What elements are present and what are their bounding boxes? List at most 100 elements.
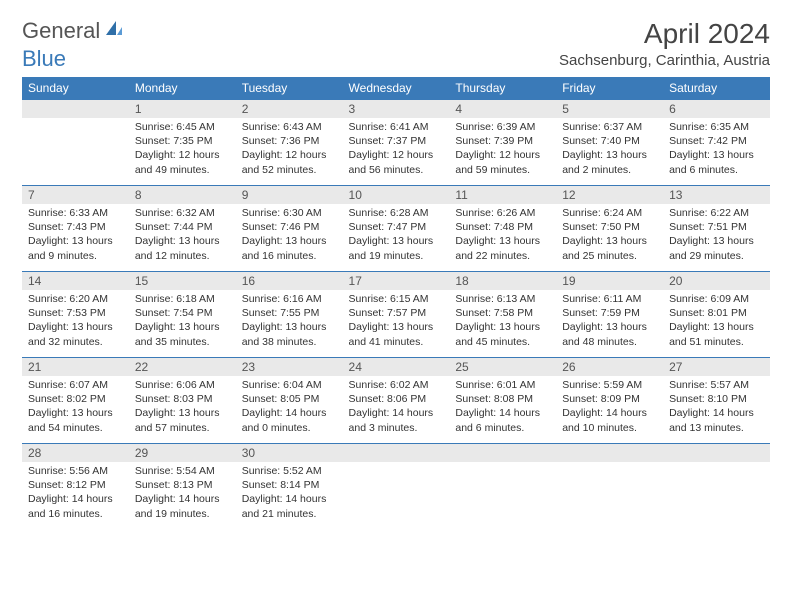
- sunset-text: Sunset: 7:59 PM: [562, 306, 657, 320]
- day-number: 6: [663, 100, 770, 118]
- sunrise-text: Sunrise: 6:35 AM: [669, 120, 764, 134]
- day-info: Sunrise: 6:04 AMSunset: 8:05 PMDaylight:…: [236, 376, 343, 439]
- logo: General: [22, 18, 126, 44]
- day-number: 29: [129, 444, 236, 462]
- sunrise-text: Sunrise: 5:56 AM: [28, 464, 123, 478]
- daylight-line1: Daylight: 12 hours: [242, 148, 337, 162]
- calendar-cell: [22, 100, 129, 186]
- day-number: 1: [129, 100, 236, 118]
- day-info: Sunrise: 5:57 AMSunset: 8:10 PMDaylight:…: [663, 376, 770, 439]
- daylight-line1: Daylight: 13 hours: [669, 320, 764, 334]
- sunset-text: Sunset: 8:06 PM: [349, 392, 444, 406]
- sunset-text: Sunset: 7:40 PM: [562, 134, 657, 148]
- day-info: Sunrise: 6:22 AMSunset: 7:51 PMDaylight:…: [663, 204, 770, 267]
- calendar-row: 7Sunrise: 6:33 AMSunset: 7:43 PMDaylight…: [22, 186, 770, 272]
- calendar-cell: 5Sunrise: 6:37 AMSunset: 7:40 PMDaylight…: [556, 100, 663, 186]
- sunrise-text: Sunrise: 6:04 AM: [242, 378, 337, 392]
- day-info: Sunrise: 6:16 AMSunset: 7:55 PMDaylight:…: [236, 290, 343, 353]
- daylight-line1: Daylight: 13 hours: [455, 320, 550, 334]
- title-block: April 2024 Sachsenburg, Carinthia, Austr…: [559, 18, 770, 69]
- day-info: Sunrise: 6:39 AMSunset: 7:39 PMDaylight:…: [449, 118, 556, 181]
- day-info: Sunrise: 6:06 AMSunset: 8:03 PMDaylight:…: [129, 376, 236, 439]
- day-number: 27: [663, 358, 770, 376]
- daylight-line2: and 10 minutes.: [562, 421, 657, 435]
- calendar-cell: 18Sunrise: 6:13 AMSunset: 7:58 PMDayligh…: [449, 272, 556, 358]
- day-info: Sunrise: 6:43 AMSunset: 7:36 PMDaylight:…: [236, 118, 343, 181]
- daylight-line1: Daylight: 13 hours: [242, 234, 337, 248]
- day-info: Sunrise: 6:35 AMSunset: 7:42 PMDaylight:…: [663, 118, 770, 181]
- sunrise-text: Sunrise: 6:06 AM: [135, 378, 230, 392]
- daylight-line2: and 25 minutes.: [562, 249, 657, 263]
- day-info: Sunrise: 6:41 AMSunset: 7:37 PMDaylight:…: [343, 118, 450, 181]
- weekday-header: Thursday: [449, 77, 556, 100]
- day-number: 17: [343, 272, 450, 290]
- sunrise-text: Sunrise: 6:24 AM: [562, 206, 657, 220]
- day-number: 21: [22, 358, 129, 376]
- sunset-text: Sunset: 8:13 PM: [135, 478, 230, 492]
- sunrise-text: Sunrise: 6:45 AM: [135, 120, 230, 134]
- sunrise-text: Sunrise: 6:41 AM: [349, 120, 444, 134]
- day-info: Sunrise: 6:37 AMSunset: 7:40 PMDaylight:…: [556, 118, 663, 181]
- day-info: Sunrise: 6:13 AMSunset: 7:58 PMDaylight:…: [449, 290, 556, 353]
- day-number: [556, 444, 663, 462]
- day-info: Sunrise: 6:33 AMSunset: 7:43 PMDaylight:…: [22, 204, 129, 267]
- logo-text-blue: Blue: [22, 46, 66, 72]
- calendar-cell: 4Sunrise: 6:39 AMSunset: 7:39 PMDaylight…: [449, 100, 556, 186]
- sunset-text: Sunset: 7:46 PM: [242, 220, 337, 234]
- day-number: 24: [343, 358, 450, 376]
- sunset-text: Sunset: 7:48 PM: [455, 220, 550, 234]
- day-number: 28: [22, 444, 129, 462]
- daylight-line1: Daylight: 12 hours: [135, 148, 230, 162]
- sunset-text: Sunset: 7:39 PM: [455, 134, 550, 148]
- daylight-line1: Daylight: 13 hours: [669, 148, 764, 162]
- day-info: Sunrise: 6:26 AMSunset: 7:48 PMDaylight:…: [449, 204, 556, 267]
- daylight-line1: Daylight: 13 hours: [562, 234, 657, 248]
- daylight-line1: Daylight: 13 hours: [455, 234, 550, 248]
- day-info: Sunrise: 6:02 AMSunset: 8:06 PMDaylight:…: [343, 376, 450, 439]
- calendar-cell: 29Sunrise: 5:54 AMSunset: 8:13 PMDayligh…: [129, 444, 236, 530]
- calendar-cell: 10Sunrise: 6:28 AMSunset: 7:47 PMDayligh…: [343, 186, 450, 272]
- daylight-line2: and 2 minutes.: [562, 163, 657, 177]
- daylight-line2: and 49 minutes.: [135, 163, 230, 177]
- daylight-line1: Daylight: 14 hours: [135, 492, 230, 506]
- daylight-line2: and 56 minutes.: [349, 163, 444, 177]
- daylight-line1: Daylight: 13 hours: [28, 406, 123, 420]
- day-info: Sunrise: 6:07 AMSunset: 8:02 PMDaylight:…: [22, 376, 129, 439]
- daylight-line2: and 0 minutes.: [242, 421, 337, 435]
- daylight-line1: Daylight: 13 hours: [135, 406, 230, 420]
- calendar-cell: 24Sunrise: 6:02 AMSunset: 8:06 PMDayligh…: [343, 358, 450, 444]
- weekday-header: Tuesday: [236, 77, 343, 100]
- weekday-header: Wednesday: [343, 77, 450, 100]
- sunrise-text: Sunrise: 6:43 AM: [242, 120, 337, 134]
- daylight-line2: and 51 minutes.: [669, 335, 764, 349]
- day-number: 23: [236, 358, 343, 376]
- sunrise-text: Sunrise: 6:20 AM: [28, 292, 123, 306]
- day-info: Sunrise: 5:56 AMSunset: 8:12 PMDaylight:…: [22, 462, 129, 525]
- location-text: Sachsenburg, Carinthia, Austria: [559, 52, 770, 69]
- daylight-line2: and 48 minutes.: [562, 335, 657, 349]
- calendar-cell: 2Sunrise: 6:43 AMSunset: 7:36 PMDaylight…: [236, 100, 343, 186]
- sunset-text: Sunset: 8:03 PM: [135, 392, 230, 406]
- sunrise-text: Sunrise: 6:22 AM: [669, 206, 764, 220]
- day-info: Sunrise: 5:52 AMSunset: 8:14 PMDaylight:…: [236, 462, 343, 525]
- calendar-cell: [343, 444, 450, 530]
- daylight-line2: and 32 minutes.: [28, 335, 123, 349]
- sunset-text: Sunset: 8:12 PM: [28, 478, 123, 492]
- daylight-line2: and 54 minutes.: [28, 421, 123, 435]
- daylight-line1: Daylight: 14 hours: [349, 406, 444, 420]
- sunrise-text: Sunrise: 6:37 AM: [562, 120, 657, 134]
- daylight-line1: Daylight: 13 hours: [135, 234, 230, 248]
- weekday-header: Friday: [556, 77, 663, 100]
- daylight-line2: and 13 minutes.: [669, 421, 764, 435]
- calendar-cell: 30Sunrise: 5:52 AMSunset: 8:14 PMDayligh…: [236, 444, 343, 530]
- day-info: Sunrise: 6:18 AMSunset: 7:54 PMDaylight:…: [129, 290, 236, 353]
- daylight-line1: Daylight: 14 hours: [455, 406, 550, 420]
- sunrise-text: Sunrise: 6:39 AM: [455, 120, 550, 134]
- sunset-text: Sunset: 7:57 PM: [349, 306, 444, 320]
- sunset-text: Sunset: 8:14 PM: [242, 478, 337, 492]
- daylight-line2: and 6 minutes.: [669, 163, 764, 177]
- sunset-text: Sunset: 8:01 PM: [669, 306, 764, 320]
- daylight-line1: Daylight: 13 hours: [242, 320, 337, 334]
- sunset-text: Sunset: 7:44 PM: [135, 220, 230, 234]
- daylight-line2: and 9 minutes.: [28, 249, 123, 263]
